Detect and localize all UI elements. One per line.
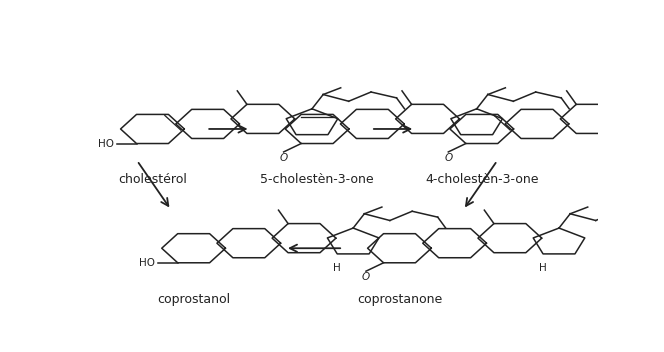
Text: 5-cholestèn-3-one: 5-cholestèn-3-one bbox=[260, 174, 374, 187]
Text: cholestérol: cholestérol bbox=[118, 174, 187, 187]
Text: HO: HO bbox=[98, 139, 114, 149]
Text: H: H bbox=[539, 263, 547, 274]
Text: coprostanone: coprostanone bbox=[357, 293, 442, 306]
Text: O: O bbox=[362, 272, 370, 282]
Text: 4-cholestèn-3-one: 4-cholestèn-3-one bbox=[425, 174, 539, 187]
Text: H: H bbox=[333, 263, 341, 274]
Text: O: O bbox=[280, 153, 288, 163]
Text: coprostanol: coprostanol bbox=[157, 293, 230, 306]
Text: O: O bbox=[444, 153, 452, 163]
Text: HO: HO bbox=[139, 258, 155, 268]
